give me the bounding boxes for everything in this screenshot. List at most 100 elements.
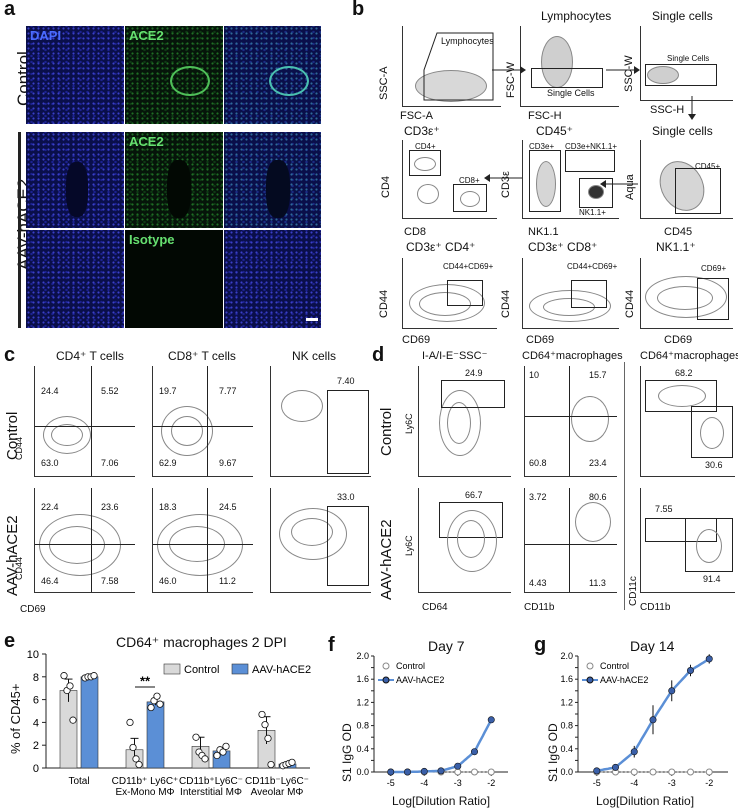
e-point: [69, 716, 77, 724]
e-ytick-label: 8: [33, 672, 39, 684]
aav-point: [471, 748, 479, 756]
legend-control-marker: [586, 662, 594, 670]
d-control-p3: 68.2 30.6: [640, 366, 735, 477]
e-point: [213, 751, 221, 760]
e-point: [129, 743, 137, 752]
panel-e-label: e: [4, 630, 16, 652]
e-point: [201, 755, 209, 763]
b-p8-xlabel: CD69: [526, 334, 555, 346]
ytick-label: 1.6: [560, 674, 573, 684]
b-title-cd45: CD45⁺: [536, 124, 574, 138]
xtick-label: -3: [668, 778, 676, 788]
e-bar: [146, 701, 165, 769]
e-cat-label: CD11b⁺Ly6C⁻: [179, 776, 243, 787]
c-row-aav: AAV-hACE2: [4, 515, 21, 596]
b-plot-fsch-fscw: Single Cells: [520, 26, 619, 107]
legend-control: Control: [600, 661, 629, 671]
control-point: [454, 768, 462, 776]
micro-isotype: Isotype: [125, 230, 223, 328]
b-p7-ylabel: CD44: [378, 289, 390, 318]
micro-ace2-control: ACE2: [125, 26, 223, 124]
e-cat-sublabel: Aveolar MΦ: [251, 787, 304, 798]
e-cat-label: CD11b⁻Ly6C⁻: [245, 776, 309, 787]
b-p2-xlabel: FSC-H: [528, 110, 562, 122]
b-p8-ylabel: CD44: [500, 289, 512, 318]
ytick-label: 0.4: [560, 744, 573, 754]
d-divider: [624, 362, 625, 610]
control-point: [668, 768, 676, 776]
c-control-cd4: 24.4 5.52 63.0 7.06: [34, 366, 135, 477]
d-row-control: Control: [378, 407, 395, 456]
c-aav-cd4: 22.4 23.6 46.4 7.58: [34, 488, 135, 593]
c-ylabel-1: CD44: [14, 436, 24, 460]
d-ylabel-3: CD11c: [628, 576, 639, 606]
control-point: [487, 768, 495, 776]
b-title-cd3: CD3ε⁺: [404, 124, 440, 138]
g-title: Day 14: [630, 638, 675, 654]
e-point: [156, 700, 164, 708]
b-p9-ylabel: CD44: [624, 289, 636, 318]
e-point: [132, 755, 140, 763]
d-control-p1: 24.9: [418, 366, 511, 477]
ytick-label: 0.8: [560, 721, 573, 731]
b-plot-aqua-cd45: CD45+: [640, 140, 733, 220]
e-point: [147, 703, 155, 712]
e-point: [258, 710, 266, 719]
d-title-3: CD64⁺macrophages: [640, 350, 738, 362]
e-point: [153, 692, 161, 700]
d-aav-p1: 66.7: [418, 488, 511, 593]
d-aav-p3: 7.55 91.4: [640, 488, 735, 593]
aav-point: [387, 768, 395, 776]
ytick-label: 0.8: [356, 721, 369, 731]
aav-point: [668, 687, 676, 695]
legend-control-marker: [382, 662, 390, 670]
b-title-cd3cd4: CD3ε⁺ CD4⁺: [406, 240, 476, 254]
d-control-p2: 10 15.7 60.8 23.4: [524, 366, 617, 477]
f-title: Day 7: [428, 638, 465, 654]
bar-chart-e: 0 2 4 6 8 10 Total CD11b⁺ Ly6C⁺Ex-Mono MΦ CD11b⁺…: [27, 649, 311, 798]
aav-point: [687, 666, 695, 674]
e-ytick-label: 4: [33, 717, 39, 729]
b-p5-xlabel: NK1.1: [528, 226, 559, 238]
b-title-lymphocytes: Lymphocytes: [541, 9, 612, 23]
e-ytick-label: 10: [27, 649, 39, 661]
d-title-1: I-A/I-E⁻SSC⁻: [422, 350, 488, 362]
legend-control: Control: [396, 661, 425, 671]
line-chart-g: 0.0 0.4 0.8 1.2 1.6 2.0 -5 -4 -3 -2 Control AAV-hAC…: [560, 651, 728, 788]
e-point: [60, 672, 68, 680]
panel-c-label: c: [4, 344, 16, 366]
d-xlabel-1: CD64: [422, 602, 448, 613]
e-ytick-label: 6: [33, 695, 39, 707]
aav-point: [630, 748, 638, 756]
xtick-label: -4: [420, 778, 428, 788]
e-point: [267, 760, 275, 769]
aav-point: [612, 763, 620, 771]
b-p6-xlabel: CD45: [664, 226, 693, 238]
b-title-singlecells: Single cells: [652, 9, 713, 23]
aav-point: [705, 655, 713, 663]
b-title-nk11: NK1.1⁺: [656, 240, 696, 254]
control-point: [630, 768, 638, 776]
xtick-label: -3: [454, 778, 462, 788]
b-p9-xlabel: CD69: [664, 334, 693, 346]
micro-dapi-isotype: [26, 230, 124, 328]
d-title-2: CD64⁺macrophages: [522, 350, 623, 362]
panel-f-label: f: [328, 634, 335, 656]
control-point: [471, 768, 478, 776]
e-signif-label: **: [140, 673, 151, 688]
e-legend-aav: AAV-hACE2: [252, 664, 311, 676]
panel-d-label: d: [372, 344, 385, 366]
e-point: [264, 734, 272, 742]
ytick-label: 1.2: [560, 697, 573, 707]
ytick-label: 2.0: [560, 651, 573, 661]
d-aav-p2: 3.72 80.6 4.43 11.3: [524, 488, 617, 593]
xtick-label: -5: [387, 778, 395, 788]
control-point: [687, 768, 694, 776]
b-plot-cd8-activation: CD44+CD69+: [522, 258, 619, 329]
aav-point: [593, 767, 601, 775]
aav-point: [649, 716, 657, 724]
arrow-1: [492, 66, 526, 74]
ytick-label: 0.4: [356, 744, 369, 754]
e-title: CD64⁺ macrophages 2 DPI: [116, 634, 287, 650]
b-p7-xlabel: CD69: [402, 334, 431, 346]
